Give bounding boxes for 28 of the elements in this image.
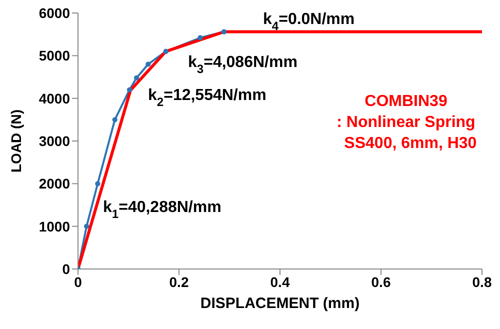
point (84, 224, 90, 229)
x-axis-title: DISPLACEMENT (mm) (200, 295, 360, 312)
point (112, 117, 118, 122)
point (95, 181, 100, 186)
x-tick-label: 0 (74, 274, 82, 290)
x-tick-label: 0.4 (270, 274, 290, 290)
point (198, 35, 203, 40)
annotation: COMBIN39 : Nonlinear Spring SS400, 6mm, H30 (335, 93, 477, 152)
point (134, 75, 140, 80)
y-tick-label: 1000 (38, 218, 70, 234)
point (146, 62, 151, 67)
point (221, 29, 227, 34)
annotation: k$_{3}$=4,086N/mm (188, 54, 298, 76)
annotation: k$_{1}$=40,288N/mm (103, 199, 222, 222)
y-tick-label: 3000 (38, 132, 70, 149)
point (163, 48, 168, 54)
y-tick-label: 5000 (38, 48, 70, 64)
annotation: k$_{2}$=12,554N/mm (148, 87, 266, 110)
y-tick-label: 6000 (38, 4, 70, 21)
y-tick-label: 0 (62, 260, 70, 277)
y-tick-label: 2000 (38, 176, 70, 192)
annotation: k$_{4}$=0.0N/mm (263, 11, 355, 34)
x-tick-label: 0.2 (169, 274, 189, 290)
point (126, 87, 132, 92)
x-tick-label: 0.8 (472, 274, 492, 290)
y-tick-label: 4000 (38, 90, 70, 106)
y-axis-title: LOAD (N) (8, 110, 24, 172)
x-tick-label: 0.6 (371, 274, 391, 290)
